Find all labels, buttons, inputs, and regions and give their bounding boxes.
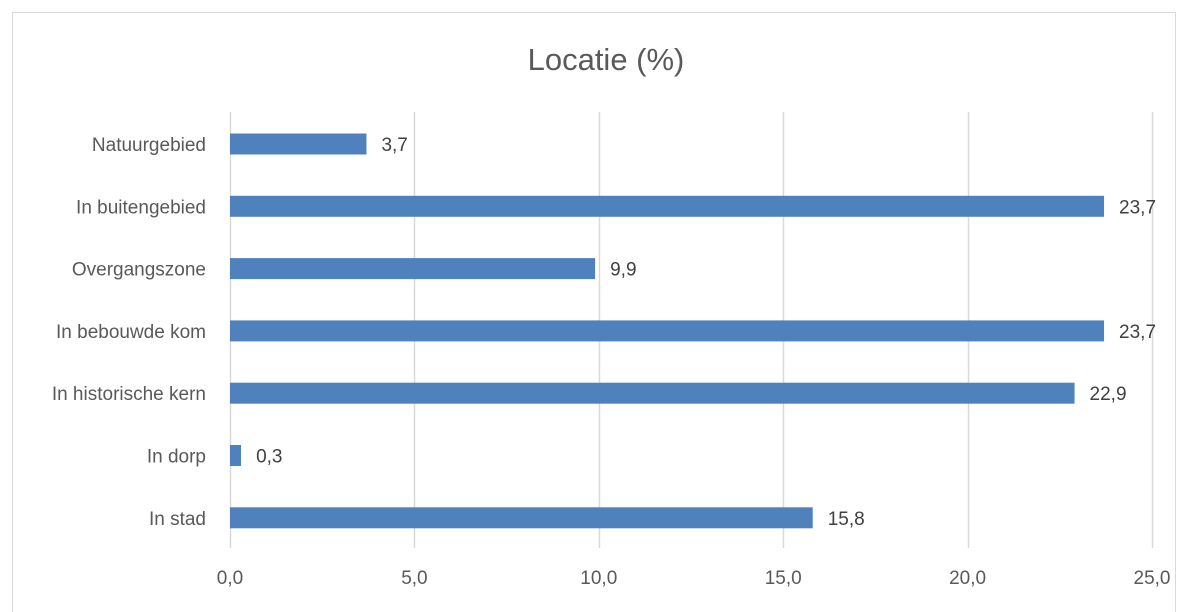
category-label-1: In buitengebied	[76, 197, 206, 218]
bar-2	[230, 258, 596, 280]
data-label-5: 0,3	[256, 447, 282, 468]
x-tick-label-5: 25,0	[1134, 568, 1171, 589]
data-labels: 3,7 23,7 9,9 23,7 22,9 0,3 15,8	[256, 135, 1156, 530]
category-label-2: Overgangszone	[72, 260, 206, 281]
x-tick-labels: 0,0 5,0 10,0 15,0 20,0 25,0	[217, 568, 1171, 589]
x-tick-label-3: 15,0	[765, 568, 802, 589]
chart-title: Locatie (%)	[528, 42, 685, 77]
bar-1	[230, 195, 1105, 217]
x-tick-label-4: 20,0	[949, 568, 986, 589]
category-label-6: In stad	[149, 509, 206, 530]
bar-0	[230, 133, 367, 155]
category-label-5: In dorp	[147, 447, 206, 468]
category-label-3: In bebouwde kom	[56, 322, 206, 343]
bar-3	[230, 320, 1105, 342]
data-label-4: 22,9	[1090, 384, 1127, 405]
category-label-0: Natuurgebied	[92, 135, 206, 156]
x-tick-label-2: 10,0	[580, 568, 617, 589]
data-label-6: 15,8	[828, 509, 865, 530]
category-labels: Natuurgebied In buitengebied Overgangszone…	[52, 135, 206, 530]
bar-4	[230, 382, 1075, 404]
bar-6	[230, 507, 813, 529]
x-tick-label-0: 0,0	[217, 568, 243, 589]
data-label-0: 3,7	[381, 135, 407, 156]
data-label-1: 23,7	[1119, 197, 1156, 218]
bars	[230, 133, 1105, 529]
data-label-3: 23,7	[1119, 322, 1156, 343]
category-label-4: In historische kern	[52, 384, 206, 405]
data-label-2: 9,9	[610, 260, 636, 281]
bar-5	[230, 445, 242, 466]
x-tick-label-1: 5,0	[401, 568, 427, 589]
